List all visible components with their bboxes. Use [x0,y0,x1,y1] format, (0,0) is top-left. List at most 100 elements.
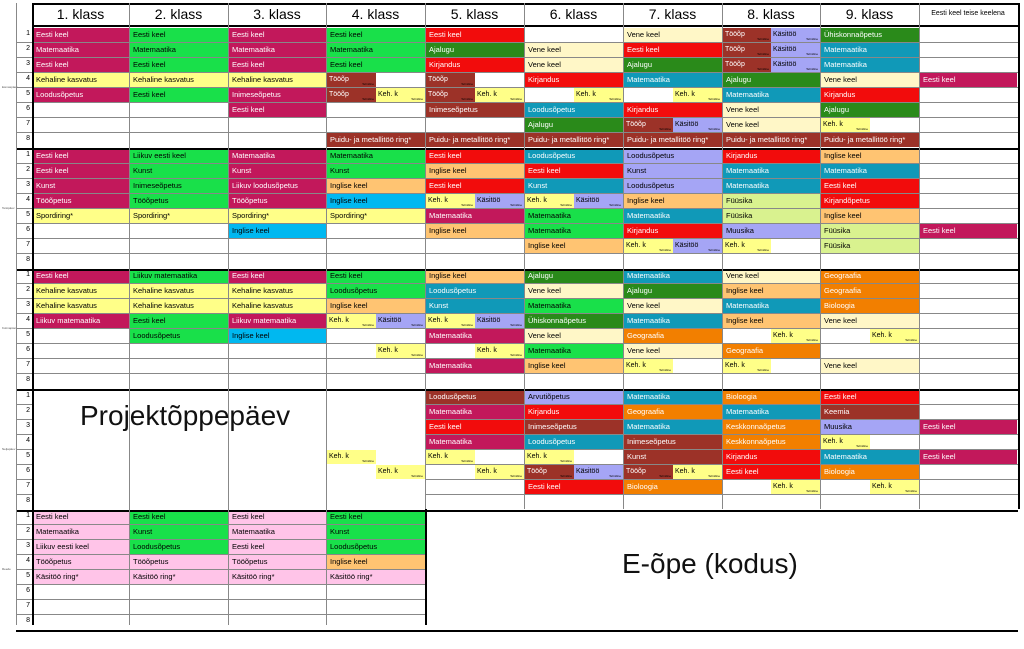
column-header: 7. klass [648,6,697,22]
lesson-cell: Puidu- ja metallitöö ring* [723,133,820,147]
row-number: 3 [26,422,30,429]
row-number: 7 [26,361,30,368]
lesson-cell: Inglise keel [229,224,326,238]
lesson-cell [33,585,129,599]
lesson-cell [33,133,129,147]
row-number: 2 [26,286,30,293]
lesson-cell [130,344,228,358]
lesson-cell [229,239,326,253]
lesson-cell: Muusika [723,224,820,238]
grid-line [1018,3,1020,509]
lesson-note: Tehniline [609,474,621,478]
grid-line [32,3,34,625]
lesson-cell: Eesti keel [130,58,228,72]
lesson-cell: Käsitöö ring* [33,570,129,584]
lesson-note: Tehniline [411,323,423,327]
row-number: 1 [26,271,30,278]
lesson-cell: Ühiskonnaõpetus [525,314,623,328]
grid-line [524,3,525,509]
lesson-cell [327,600,425,614]
lesson-cell: Käsitöö ring* [229,570,326,584]
lesson-cell: Inglise keel [426,269,524,283]
grid-line [32,25,1018,27]
row-number: 4 [26,557,30,564]
lesson-cell: Tööõp Tehniline [723,43,771,57]
lesson-cell [920,194,1017,208]
lesson-cell: Eesti keel [229,103,326,117]
grid-line [425,464,1018,465]
lesson-cell: Matemaatika [33,43,129,57]
grid-line [16,193,1018,194]
lesson-cell: Vene keel [821,73,919,87]
lesson-cell: Eesti keel [723,465,820,479]
lesson-cell [920,133,1017,147]
lesson-cell: Puidu- ja metallitöö ring* [624,133,722,147]
lesson-note: Tehniline [757,37,769,41]
lesson-note: Tehniline [905,338,917,342]
lesson-cell: Keh. k Tehniline [624,239,673,253]
lesson-cell: Matemaatika [821,58,919,72]
lesson-cell: Kunst [426,299,524,313]
lesson-cell: Ühiskonnaõpetus [821,28,919,42]
lesson-note: Tehniline [362,323,374,327]
lesson-cell: Bioloogia [821,299,919,313]
lesson-cell [327,495,425,509]
grid-line [16,539,427,540]
lesson-cell: Matemaatika [426,435,524,449]
row-number: 4 [26,196,30,203]
lesson-cell: Eesti keel [33,28,129,42]
grid-line [16,328,1018,329]
lesson-cell: Eesti keel [229,28,326,42]
lesson-cell: Keh. k Tehniline [624,359,673,373]
lesson-cell: Kirjandus [624,103,722,117]
grid-line [16,283,1018,284]
grid-line [425,434,1018,435]
lesson-cell: Loodusõpetus [525,103,623,117]
row-number: 5 [26,572,30,579]
row-number: 3 [26,60,30,67]
lesson-cell: Puidu- ja metallitöö ring* [426,133,524,147]
lesson-cell [920,43,1017,57]
lesson-cell: Käsitöö Tehniline [574,465,623,479]
lesson-cell [920,118,1017,132]
lesson-cell: Matemaatika [821,164,919,178]
lesson-cell [771,239,820,253]
grid-line [16,102,1018,103]
lesson-cell: Spordiring* [33,209,129,223]
lesson-note: Tehniline [461,97,473,101]
lesson-cell [821,254,919,268]
lesson-cell [130,600,228,614]
lesson-cell: Geograafia [723,344,820,358]
grid-line [16,3,17,625]
lesson-cell: Inglise keel [624,194,722,208]
lesson-cell: Geograafia [624,329,722,343]
lesson-cell: Kunst [229,164,326,178]
lesson-cell: Tööõp Tehniline [327,73,376,87]
grid-line [129,509,130,625]
lesson-cell: Inglise keel [723,284,820,298]
lesson-cell [229,344,326,358]
lesson-cell [624,88,673,102]
row-number: 8 [26,617,30,624]
lesson-cell [130,133,228,147]
lesson-cell: Spordiring* [229,209,326,223]
lesson-cell [525,374,623,388]
column-header: 2. klass [154,6,203,22]
lesson-cell: Eesti keel [33,510,129,524]
lesson-cell [920,495,1017,509]
lesson-cell [229,359,326,373]
lesson-cell [327,585,425,599]
grid-line [919,3,920,509]
row-number: 8 [26,376,30,383]
lesson-cell: Matemaatika [624,209,722,223]
lesson-note: Tehniline [806,67,818,71]
lesson-cell [327,103,425,117]
lesson-cell: Puidu- ja metallitöö ring* [821,133,919,147]
day-label: Kolmapäev [2,326,18,330]
row-number: 6 [26,346,30,353]
lesson-cell [723,374,820,388]
grid-line [16,494,32,495]
column-header: Eesti keel teise keelena [931,10,1005,17]
lesson-cell: Eesti keel [920,73,1017,87]
lesson-cell: Tööõpetus [130,555,228,569]
